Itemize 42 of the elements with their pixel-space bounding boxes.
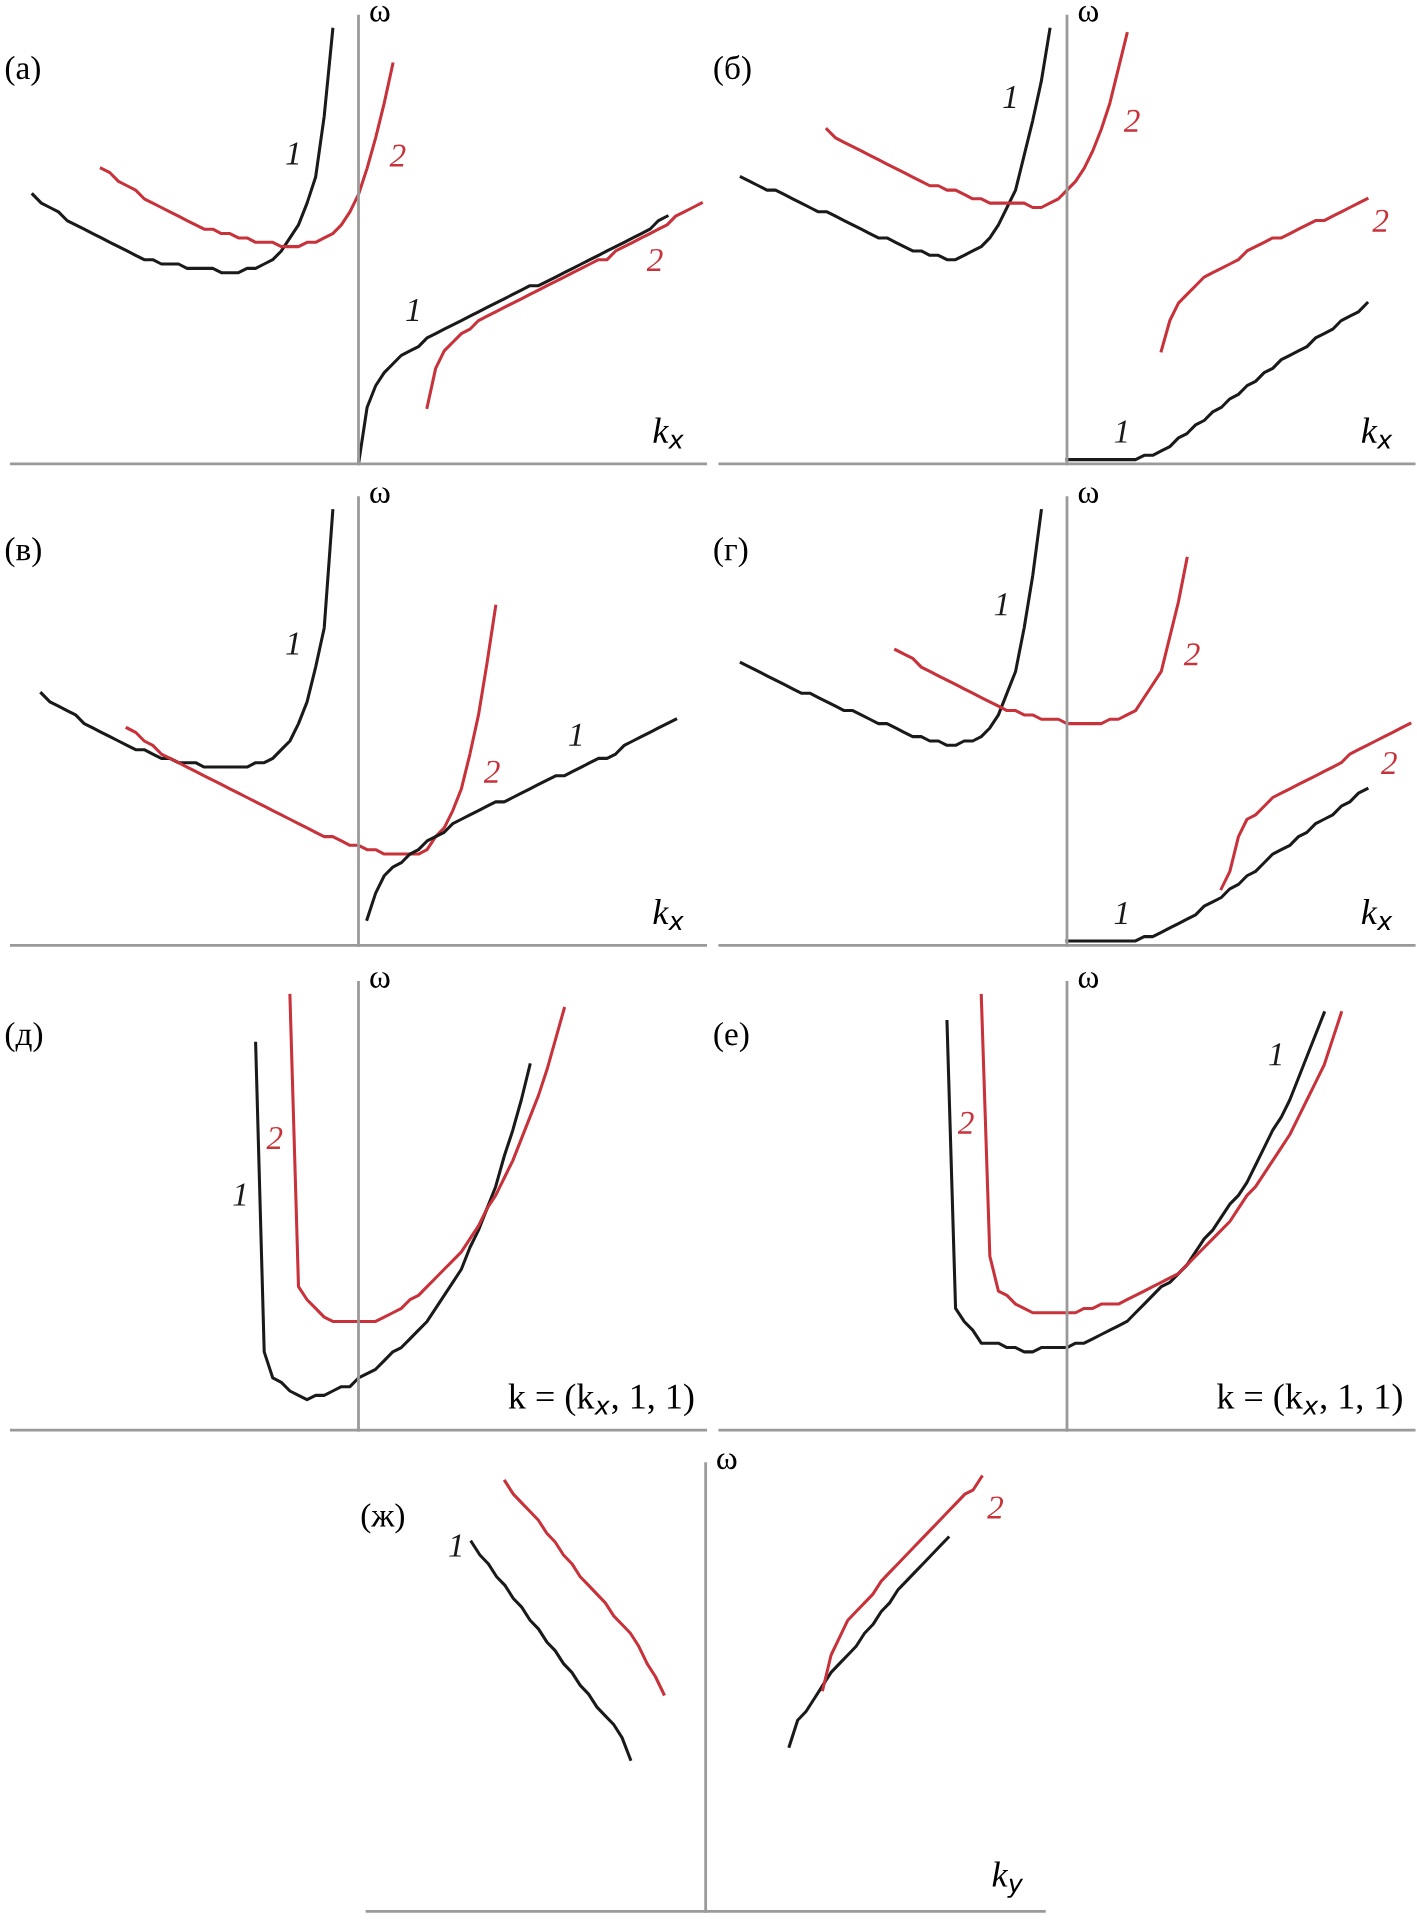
x-axis-title: k$_{x}$ [1361,417,1393,449]
series-label: 1 [1114,901,1127,924]
series-label: 1 [1269,1043,1281,1066]
text: (ж) [361,1503,404,1534]
series-label: 2 [1372,209,1389,232]
y-axis-title: ω [370,971,390,988]
series-label: 1 [569,723,582,746]
series-label: 2 [1380,751,1397,775]
series-label: 2 [646,248,663,271]
y-axis-title: ω [370,5,390,22]
y-axis-title: ω [1078,5,1099,22]
text: (в) [5,537,41,568]
y-axis-title: ω [1078,971,1099,988]
series-label: 1 [1003,85,1016,108]
series-label: 1 [1114,420,1127,443]
text: (б) [714,55,751,86]
series-label: 2 [987,1496,1004,1519]
series-label: 1 [286,142,299,165]
x-axis-title: k$_{x}$ [1361,898,1393,930]
annotation: k = (k$_{x}$, 1, 1) [1217,1383,1402,1417]
text: (д) [5,1021,43,1053]
y-axis-title: ω [370,487,390,504]
text: (е) [714,1021,749,1053]
series-label: 2 [1183,643,1200,666]
y-axis-title: ω [717,1453,737,1470]
series-label: 2 [266,1126,283,1150]
series-label: 2 [1123,109,1140,132]
x-axis-title: k$_{x}$ [653,898,684,930]
series-label: 2 [389,144,406,167]
series-label: 2 [957,1111,974,1134]
y-axis-title: ω [1078,487,1099,504]
series-label: 1 [286,632,299,655]
series-label: 1 [449,1534,462,1557]
text: (а) [5,55,40,86]
annotation: k = (k$_{x}$, 1, 1) [508,1383,694,1417]
series-label: 1 [406,298,419,321]
text: (г) [714,537,748,568]
x-axis-title: k$_{x}$ [653,417,684,449]
series-label: 2 [483,760,500,783]
x-axis-title: k$_{y}$ [992,1861,1024,1898]
series-label: 1 [994,593,1007,616]
series-label: 1 [233,1183,246,1206]
